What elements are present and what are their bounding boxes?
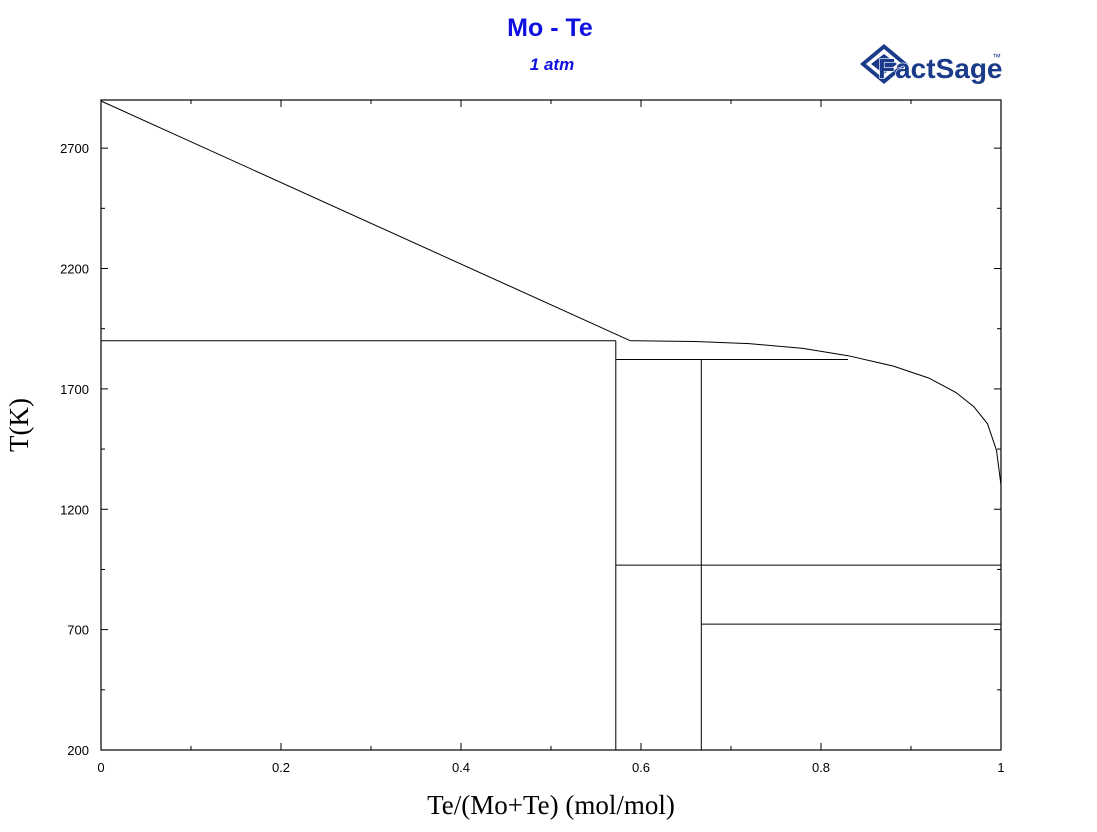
x-tick-label: 1	[997, 760, 1004, 775]
x-tick-label: 0.6	[632, 760, 650, 775]
y-tick-label: 2700	[60, 141, 89, 156]
plot-frame	[100, 99, 1002, 751]
y-tick-label: 200	[67, 743, 89, 758]
logo-diamond-icon	[860, 44, 908, 84]
axis-ticks	[100, 100, 1002, 751]
logo-text: FactSage	[878, 53, 1003, 84]
phase-boundary-2	[630, 340, 1002, 486]
x-tick-label: 0.2	[272, 760, 290, 775]
factsage-logo: FactSage ™	[860, 44, 1003, 85]
x-tick-label: 0.8	[812, 760, 830, 775]
y-axis-title: T(K)	[4, 398, 34, 452]
y-tick-label: 700	[67, 623, 89, 638]
y-tick-label: 1700	[60, 382, 89, 397]
chart-title: Mo - Te	[507, 14, 593, 42]
x-tick-label: 0	[97, 760, 104, 775]
x-tick-label: 0.4	[452, 760, 470, 775]
phase-boundaries	[100, 100, 1002, 750]
y-tick-label: 2200	[60, 262, 89, 277]
phase-boundary-1	[100, 100, 631, 342]
logo-trademark: ™	[992, 52, 1001, 62]
y-tick-label: 1200	[60, 502, 89, 517]
x-axis-title: Te/(Mo+Te) (mol/mol)	[427, 790, 675, 820]
chart-subtitle: 1 atm	[529, 55, 575, 74]
